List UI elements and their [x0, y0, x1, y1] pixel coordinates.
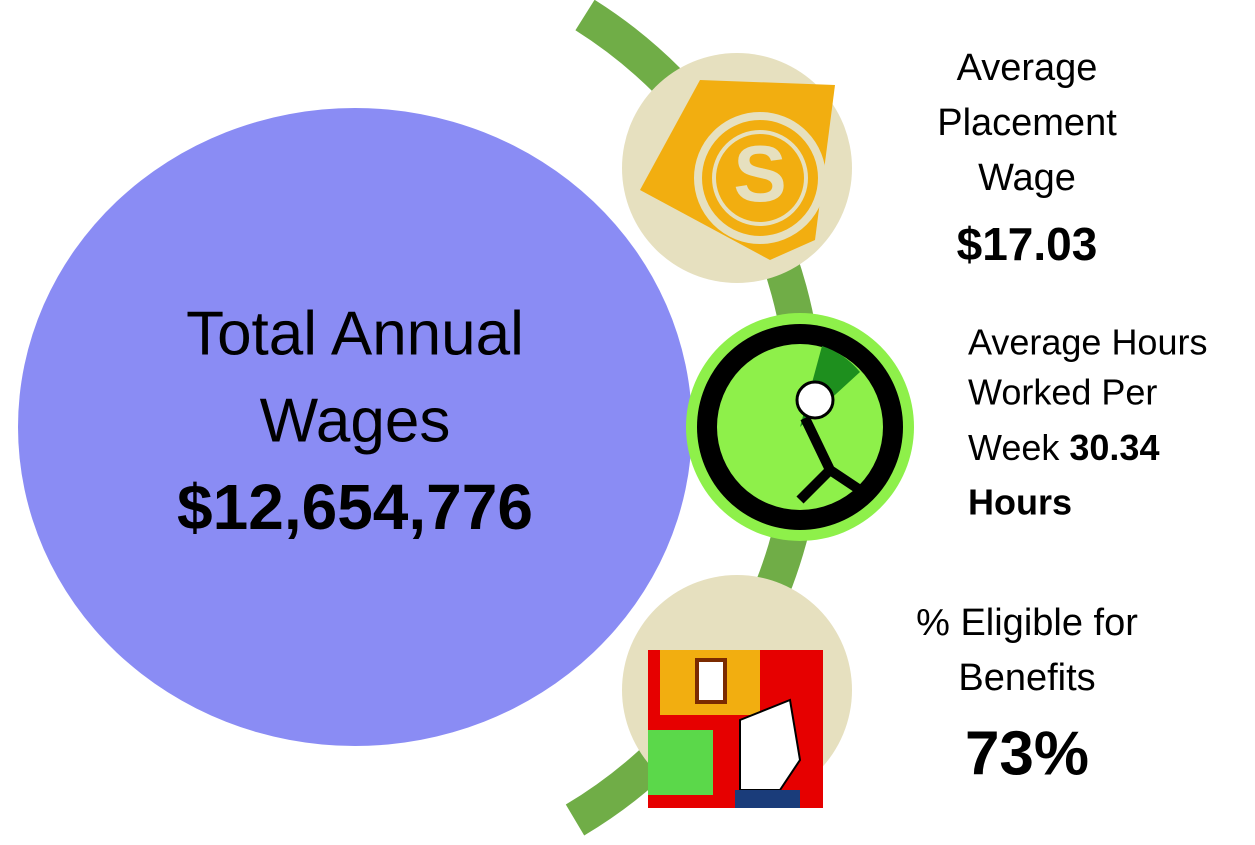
label-line: Week 30.34 [968, 427, 1159, 468]
svg-text:S: S [733, 129, 786, 218]
value: $17.03 [957, 218, 1098, 270]
wage-text: Average Placement Wage $17.03 [937, 47, 1117, 270]
main-circle [18, 108, 692, 746]
benefits-text: % Eligible for Benefits 73% [916, 602, 1138, 788]
main-value: $12,654,776 [177, 471, 533, 543]
label-line: % Eligible for [916, 602, 1138, 644]
main-title-line: Wages [260, 386, 451, 455]
label-line: Worked Per [968, 372, 1157, 413]
value: Hours [968, 482, 1072, 523]
clock-icon [686, 313, 914, 541]
label-line: Benefits [958, 657, 1095, 699]
main-title-line: Total Annual [186, 299, 524, 368]
label-line: Wage [978, 157, 1076, 199]
value: 30.34 [1069, 427, 1159, 468]
benefits-icon [622, 575, 852, 808]
label-line: Placement [937, 102, 1117, 144]
label-line: Average Hours [968, 322, 1207, 363]
dollar-icon: S [622, 53, 852, 283]
hours-text: Average Hours Worked Per Week 30.34 Hour… [968, 322, 1207, 523]
label-line: Average [957, 47, 1098, 89]
label-word: Week [968, 427, 1060, 468]
value: 73% [965, 719, 1089, 788]
